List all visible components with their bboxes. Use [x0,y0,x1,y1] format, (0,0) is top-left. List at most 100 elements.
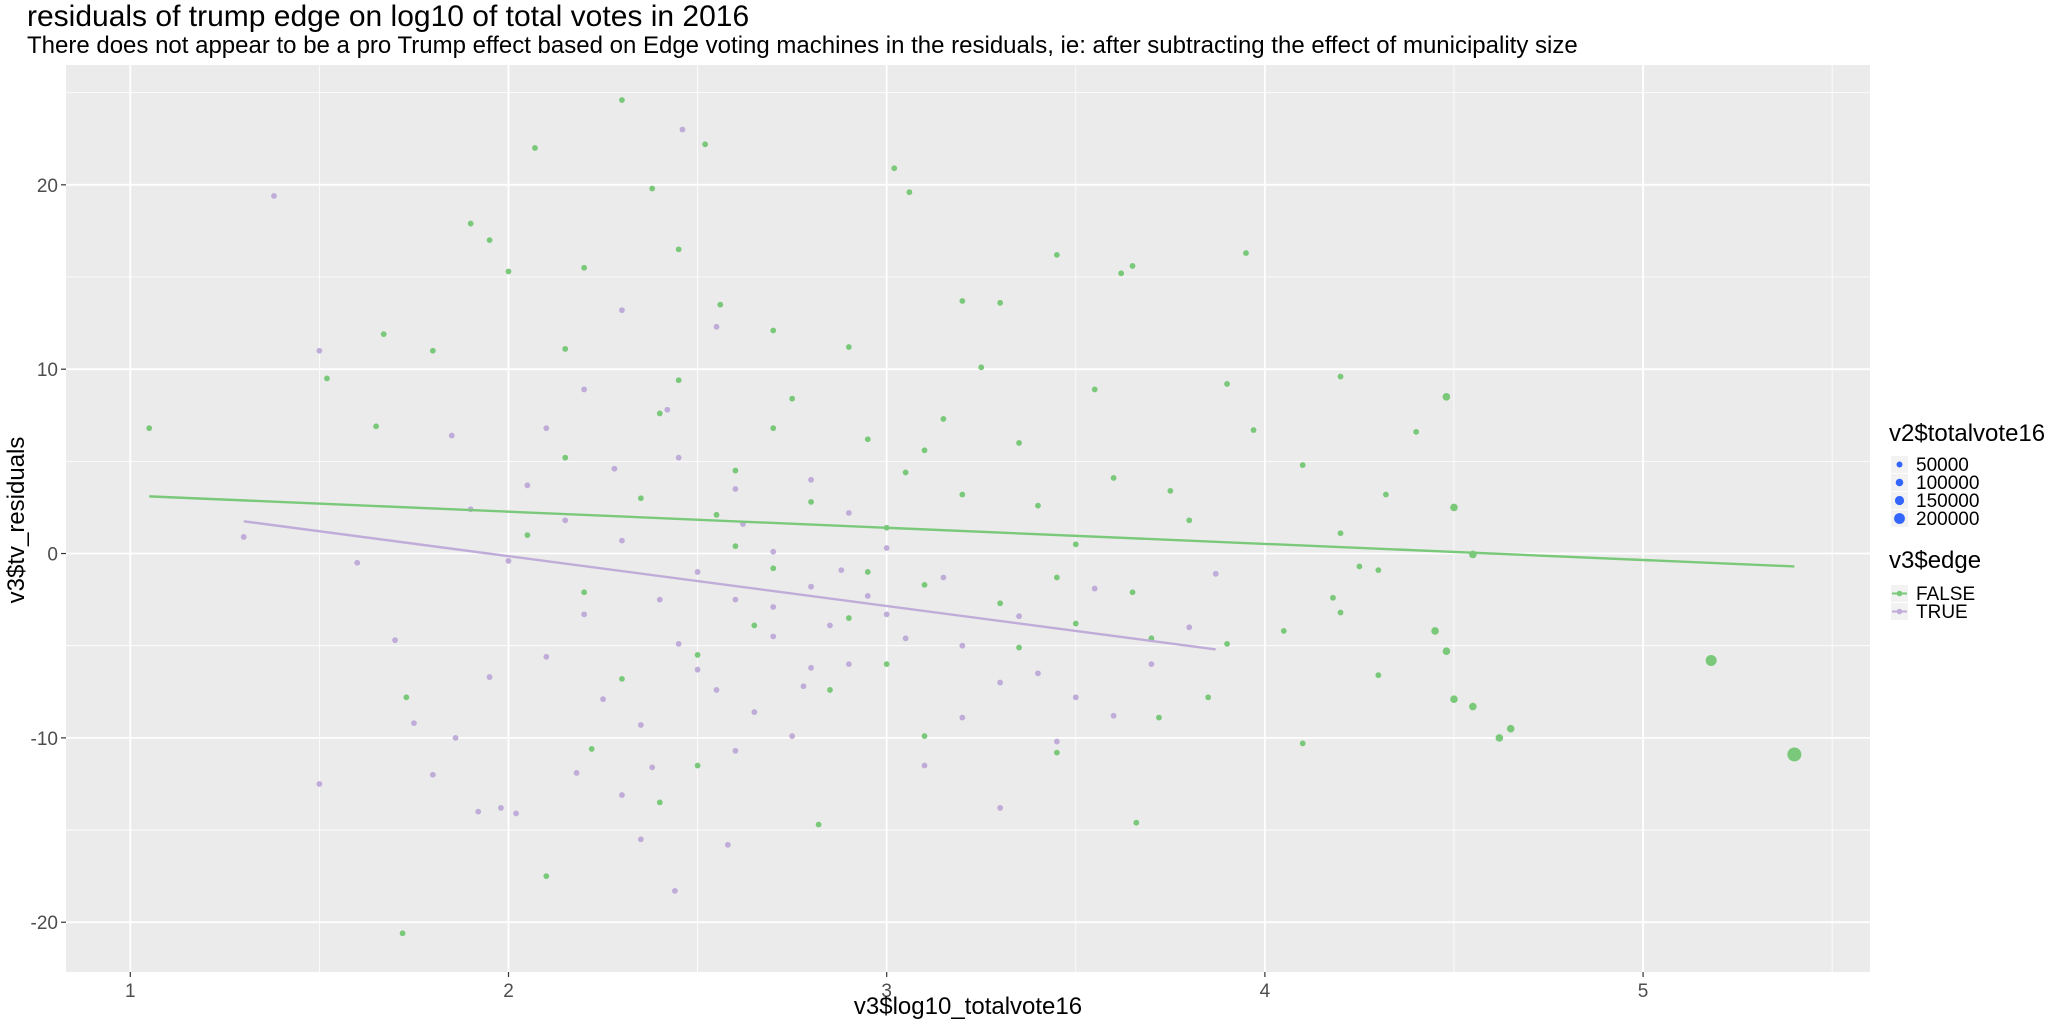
point-false [619,97,625,103]
point-false [1337,373,1344,380]
point-false [1375,672,1382,679]
point-false [1053,749,1060,756]
fit-lines [149,495,1795,651]
point-false [845,615,852,621]
point-true [611,465,618,472]
point-true [845,661,852,668]
point-false [403,694,410,701]
point-false [1129,589,1136,596]
point-true [619,307,625,314]
point-false [1450,503,1458,512]
point-true [959,714,966,721]
y-axis-ticks: -20 -10 0 10 20 [31,176,66,934]
point-true [1091,585,1098,592]
y-tick-label: -10 [31,729,58,750]
point-false [732,467,739,474]
point-false [1280,628,1287,634]
y-axis-title: v3$tv_residuals [3,437,30,604]
point-false [815,821,822,828]
point-true [581,611,588,618]
point-false [675,246,682,253]
size-legend-label: 50000 [1916,455,1969,476]
point-true [902,635,909,642]
point-false [1156,714,1162,721]
point-true [581,386,588,393]
point-false [997,299,1004,306]
size-legend-label: 100000 [1916,473,1979,494]
point-false [891,165,898,172]
point-false [1035,502,1041,509]
chart-title: residuals of trump edge on log10 of tota… [27,0,750,33]
size-legend-label: 200000 [1916,509,1979,530]
point-true [694,569,701,575]
point-false [619,675,625,682]
point-false [959,298,966,304]
point-true [789,733,796,739]
point-false [467,220,474,227]
size-legend-label: 150000 [1916,491,1979,512]
point-false [713,511,720,518]
point-true [671,887,678,894]
point-true [543,425,550,432]
point-true [997,805,1004,811]
point-true [411,720,417,727]
point-false [1337,530,1344,537]
color-legend-dot [1896,608,1903,615]
point-false [864,569,871,575]
point-false [789,395,796,402]
point-false [694,652,701,658]
point-false [883,661,890,668]
point-true [452,734,459,741]
point-false [1705,654,1717,666]
point-false [1072,620,1079,627]
size-legend-dot [1894,513,1905,524]
point-true [808,583,814,590]
point-true [392,637,398,644]
point-false [770,565,777,572]
point-false [543,873,550,880]
point-false [581,264,588,271]
point-false [940,416,947,422]
point-false [1072,541,1079,548]
point-true [1072,694,1079,701]
point-false [845,344,852,350]
point-true [808,664,814,671]
point-true [1110,712,1117,719]
point-true [800,683,807,690]
size-legend-title: v2$totalvote16 [1889,420,2045,447]
point-true [354,559,361,566]
point-true [675,640,682,647]
point-false [1167,487,1174,494]
point-false [532,145,538,151]
point-false [1383,491,1389,498]
point-true [649,764,656,771]
point-true [713,323,720,330]
point-true [600,696,606,703]
point-false [1129,263,1136,269]
point-false [1091,386,1098,393]
point-true [316,347,323,354]
point-true [271,192,277,199]
y-tick-label: 0 [47,545,58,566]
point-false [1442,393,1451,401]
y-tick-label: 10 [37,360,58,381]
x-tick-label: 2 [503,981,514,1002]
data-points [146,97,1802,937]
x-tick-label: 3 [881,981,892,1002]
point-false [146,425,153,432]
point-true [573,770,580,776]
point-true [770,633,777,640]
point-true [637,722,644,728]
point-true [240,534,247,540]
point-false [1375,567,1382,574]
point-false [1016,644,1022,651]
point-true [883,545,890,551]
point-true [1053,738,1060,745]
point-false [732,543,739,550]
chart-subtitle: There does not appear to be a pro Trump … [27,32,1578,59]
point-false [959,491,966,498]
x-axis-title: v3$log10_totalvote16 [854,993,1082,1020]
point-false [717,301,724,308]
